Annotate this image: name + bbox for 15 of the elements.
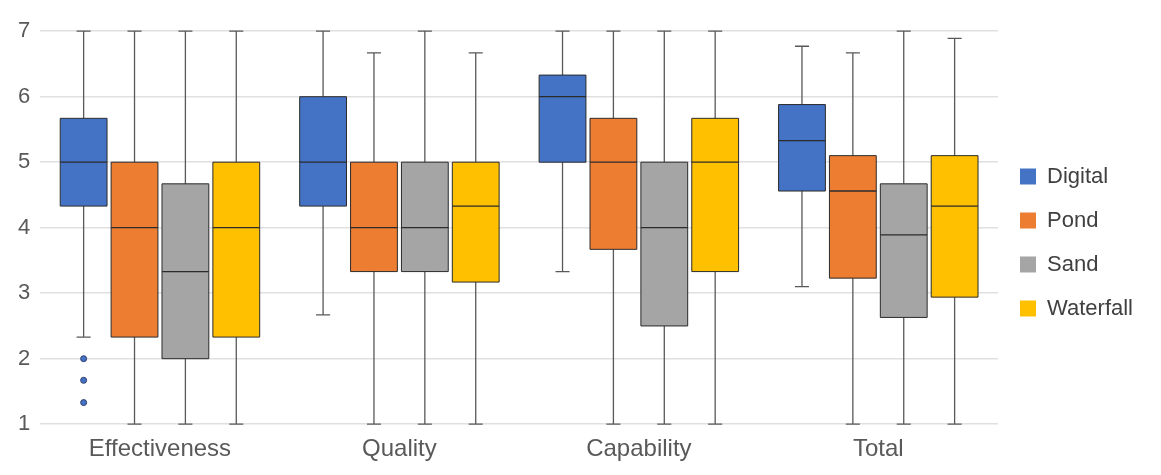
y-tick-label: 7	[17, 17, 31, 43]
legend-label: Pond	[1047, 206, 1099, 232]
y-tick-label: 6	[17, 82, 31, 108]
y-tick-label: 2	[17, 344, 31, 370]
y-tick-label: 1	[17, 410, 31, 436]
y-tick-label: 4	[17, 213, 31, 239]
x-tick-label: Total	[852, 434, 904, 462]
y-tick-label: 5	[17, 148, 31, 174]
x-tick-label: Quality	[362, 434, 437, 462]
x-tick-label: Effectiveness	[88, 434, 232, 462]
x-tick-label: Capability	[586, 434, 692, 462]
legend-label: Digital	[1047, 162, 1109, 188]
y-tick-label: 3	[17, 279, 31, 305]
legend-label: Sand	[1047, 250, 1099, 276]
legend-label: Waterfall	[1047, 294, 1133, 320]
